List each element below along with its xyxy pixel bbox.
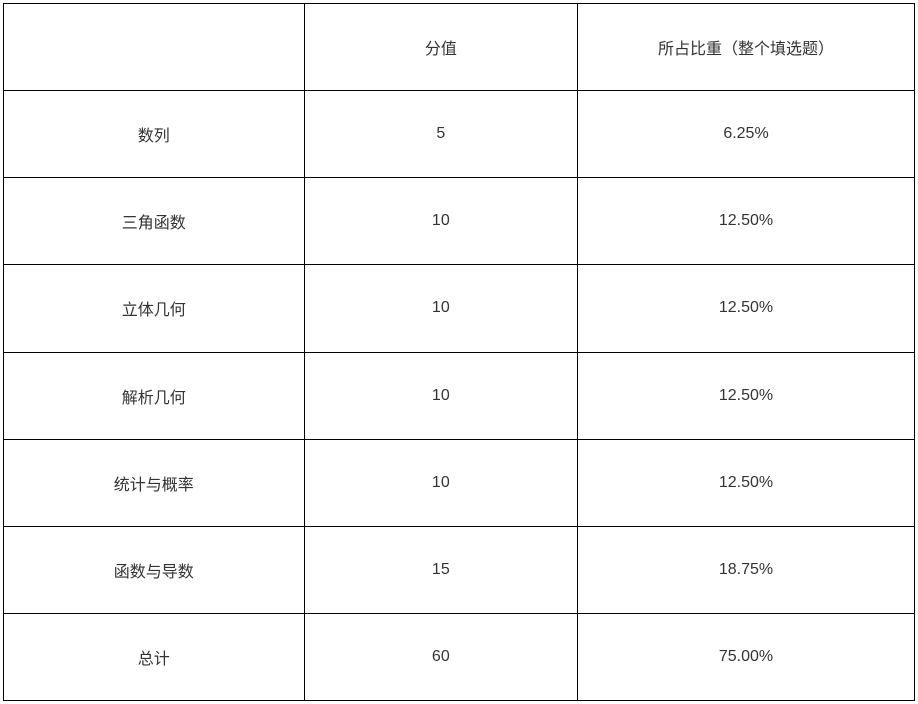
table-row: 数列 5 6.25% [4,91,915,178]
cell-score: 15 [304,526,577,613]
cell-score: 10 [304,352,577,439]
table-row: 函数与导数 15 18.75% [4,526,915,613]
table-header-row: 分值 所占比重（整个填选题） [4,4,915,91]
cell-proportion: 12.50% [578,439,915,526]
cell-proportion: 12.50% [578,352,915,439]
table-row: 立体几何 10 12.50% [4,265,915,352]
cell-topic: 函数与导数 [4,526,305,613]
header-proportion: 所占比重（整个填选题） [578,4,915,91]
score-distribution-table-container: 分值 所占比重（整个填选题） 数列 5 6.25% 三角函数 10 12.50%… [0,0,918,704]
cell-topic: 统计与概率 [4,439,305,526]
cell-topic: 总计 [4,613,305,700]
cell-proportion: 12.50% [578,178,915,265]
table-row: 解析几何 10 12.50% [4,352,915,439]
cell-topic: 立体几何 [4,265,305,352]
cell-topic: 三角函数 [4,178,305,265]
cell-topic: 解析几何 [4,352,305,439]
cell-proportion: 18.75% [578,526,915,613]
table-total-row: 总计 60 75.00% [4,613,915,700]
table-row: 三角函数 10 12.50% [4,178,915,265]
table-row: 统计与概率 10 12.50% [4,439,915,526]
cell-score: 10 [304,265,577,352]
cell-score: 10 [304,439,577,526]
cell-score: 10 [304,178,577,265]
cell-proportion: 12.50% [578,265,915,352]
cell-topic: 数列 [4,91,305,178]
cell-score: 5 [304,91,577,178]
cell-score: 60 [304,613,577,700]
cell-proportion: 6.25% [578,91,915,178]
header-score: 分值 [304,4,577,91]
score-distribution-table: 分值 所占比重（整个填选题） 数列 5 6.25% 三角函数 10 12.50%… [3,3,915,701]
header-topic [4,4,305,91]
cell-proportion: 75.00% [578,613,915,700]
